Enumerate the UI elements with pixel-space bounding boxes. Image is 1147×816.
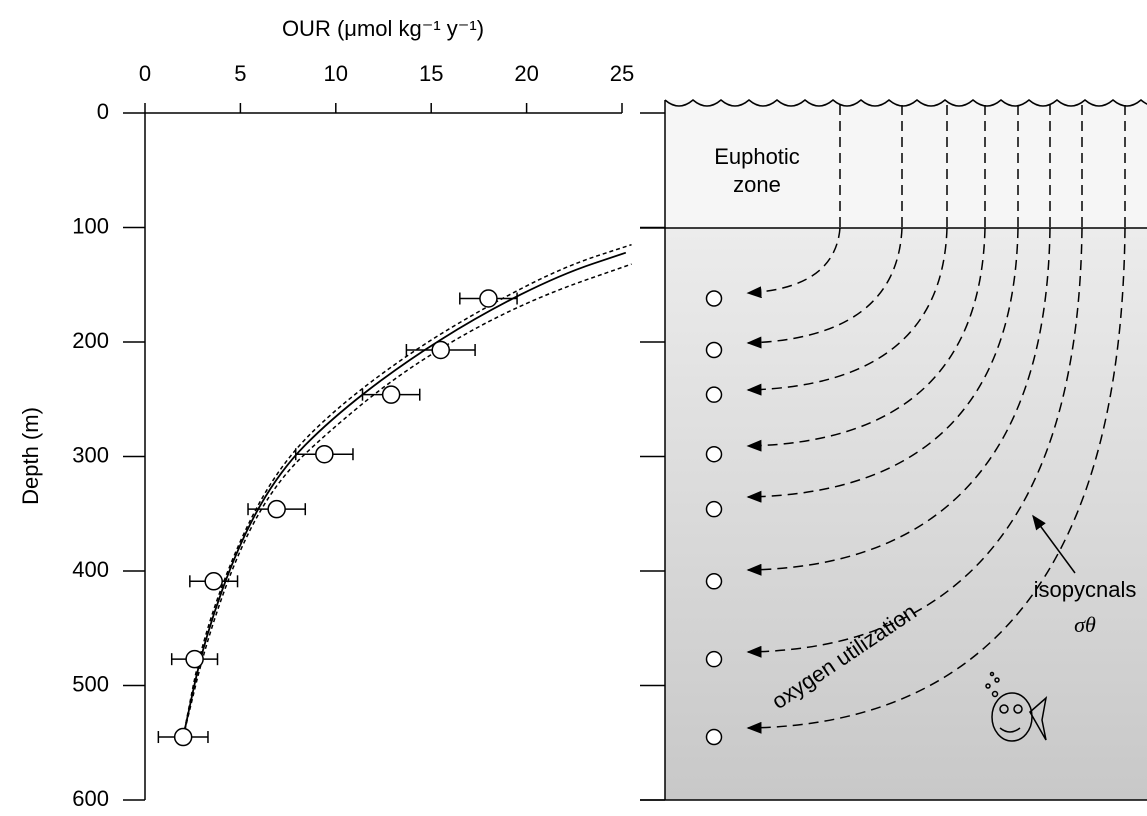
x-tick-label: 25 <box>610 61 634 86</box>
y-tick-label: 500 <box>72 671 109 696</box>
diagram: Euphotic zone isopycnals σθ oxygen utili… <box>640 99 1147 801</box>
y-tick-label: 200 <box>72 328 109 353</box>
label: σθ <box>1074 612 1096 637</box>
chart-title: OUR (μmol kg⁻¹ y⁻¹) <box>282 16 484 41</box>
x-tick-label: 5 <box>234 61 246 86</box>
data-point <box>431 340 450 360</box>
isopycnal <box>746 227 1126 734</box>
data-point <box>381 385 401 404</box>
isopycnal <box>746 227 986 452</box>
data-point <box>315 444 334 464</box>
euphotic-bg <box>665 100 1147 228</box>
data-point <box>204 572 223 591</box>
isopycnals-group <box>746 105 1126 734</box>
diagram-sample <box>705 573 723 590</box>
data-point <box>185 649 204 669</box>
sea-surface <box>664 99 1147 107</box>
diagram-sample <box>705 650 723 668</box>
y-tick-label: 0 <box>97 99 109 124</box>
x-tick-label: 20 <box>514 61 538 86</box>
label: Euphotic <box>714 144 800 169</box>
diagram-sample <box>705 500 723 518</box>
fish <box>985 671 1048 742</box>
fit-curve <box>182 251 627 738</box>
isopycnal <box>746 227 1019 503</box>
isopycnal <box>746 227 1051 576</box>
label: zone <box>733 172 781 197</box>
fit-curve <box>182 243 632 738</box>
diagram-sample <box>705 341 723 359</box>
y-axis-label: Depth (m) <box>18 407 43 505</box>
plot: 0 5 10 15 20 25 0 100 200 300 400 500 600 <box>72 61 723 811</box>
isopycnal <box>746 227 948 396</box>
y-tick-label: 400 <box>72 557 109 582</box>
data-point <box>479 289 498 308</box>
data-point <box>173 727 193 747</box>
data-point <box>267 499 286 519</box>
x-tick-label: 0 <box>139 61 151 86</box>
diagram-sample <box>705 728 723 746</box>
diagram-sample <box>705 445 723 463</box>
y-tick-label: 100 <box>72 213 109 238</box>
isopycnal <box>746 227 903 349</box>
isopycnal <box>746 227 841 299</box>
diagram-sample <box>705 386 723 403</box>
y-tick-label: 300 <box>72 442 109 467</box>
y-tick-label: 600 <box>72 786 109 811</box>
fit-curve <box>182 263 632 738</box>
label: isopycnals <box>1034 577 1137 602</box>
x-tick-label: 15 <box>419 61 443 86</box>
pointer <box>1032 514 1076 574</box>
deep-bg <box>665 228 1147 800</box>
diagram-sample <box>705 290 723 307</box>
x-tick-label: 10 <box>324 61 348 86</box>
